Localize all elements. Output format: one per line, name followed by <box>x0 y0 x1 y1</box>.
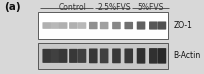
FancyBboxPatch shape <box>59 22 67 29</box>
FancyBboxPatch shape <box>99 48 108 63</box>
Text: (a): (a) <box>4 2 21 12</box>
FancyBboxPatch shape <box>112 48 120 63</box>
FancyBboxPatch shape <box>124 48 132 63</box>
FancyBboxPatch shape <box>42 49 51 63</box>
FancyBboxPatch shape <box>69 22 77 29</box>
FancyBboxPatch shape <box>69 49 77 63</box>
FancyBboxPatch shape <box>136 48 145 64</box>
FancyBboxPatch shape <box>89 48 97 63</box>
FancyBboxPatch shape <box>148 48 157 64</box>
FancyBboxPatch shape <box>50 22 59 29</box>
FancyBboxPatch shape <box>157 48 165 64</box>
Text: ZO-1: ZO-1 <box>172 21 191 30</box>
Text: B-Actin: B-Actin <box>172 51 200 60</box>
FancyBboxPatch shape <box>59 49 67 63</box>
Text: 2.5%FVS: 2.5%FVS <box>96 3 130 12</box>
Bar <box>38 43 167 69</box>
FancyBboxPatch shape <box>42 22 51 29</box>
FancyBboxPatch shape <box>50 49 59 63</box>
FancyBboxPatch shape <box>99 22 108 29</box>
FancyBboxPatch shape <box>124 22 132 29</box>
Bar <box>38 12 167 39</box>
FancyBboxPatch shape <box>112 22 120 29</box>
FancyBboxPatch shape <box>148 21 157 30</box>
FancyBboxPatch shape <box>89 22 97 29</box>
FancyBboxPatch shape <box>77 49 86 63</box>
FancyBboxPatch shape <box>136 21 145 30</box>
Text: 5%FVS: 5%FVS <box>137 3 163 12</box>
FancyBboxPatch shape <box>157 21 165 30</box>
Text: Control: Control <box>59 3 86 12</box>
FancyBboxPatch shape <box>77 22 86 29</box>
